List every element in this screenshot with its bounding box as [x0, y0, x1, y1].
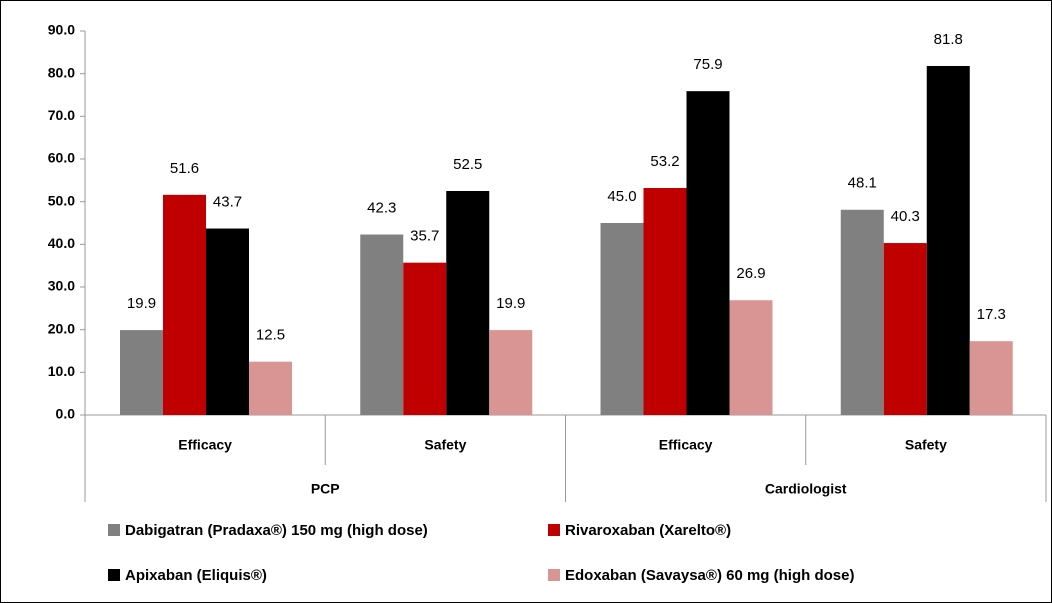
value-label: 12.5: [256, 327, 285, 344]
y-tick-label: 50.0: [48, 192, 75, 208]
value-label: 51.6: [170, 160, 199, 177]
bar: [729, 300, 773, 415]
y-tick-label: 30.0: [48, 278, 75, 294]
y-tick-label: 60.0: [48, 150, 75, 166]
bar: [926, 65, 970, 415]
value-label: 52.5: [453, 156, 482, 173]
y-tick-label: 90.0: [48, 22, 75, 38]
value-label: 42.3: [367, 199, 396, 216]
legend-label: Edoxaban (Savaysa®) 60 mg (high dose): [565, 567, 854, 584]
value-label: 81.8: [934, 31, 963, 48]
bar: [206, 228, 249, 415]
legend-swatch: [548, 524, 560, 536]
value-label: 19.9: [127, 295, 156, 312]
legend-label: Rivaroxaban (Xarelto®): [565, 522, 731, 539]
y-tick-label: 40.0: [48, 235, 75, 251]
legend-swatch: [108, 524, 120, 536]
value-label: 48.1: [848, 175, 877, 192]
y-tick-label: 70.0: [48, 107, 75, 123]
legend-swatch: [108, 569, 120, 581]
y-tick-label: 80.0: [48, 64, 75, 80]
x-tick-label: Efficacy: [659, 437, 713, 453]
legend-label: Dabigatran (Pradaxa®) 150 mg (high dose): [125, 522, 428, 539]
bar: [686, 91, 730, 415]
legend-label: Apixaban (Eliquis®): [125, 567, 267, 584]
bar: [446, 191, 490, 415]
x-tick-label: Safety: [905, 437, 947, 453]
value-label: 17.3: [977, 306, 1006, 323]
bar: [883, 243, 927, 415]
bar: [969, 341, 1013, 415]
group-label: Cardiologist: [765, 481, 847, 497]
value-label: 19.9: [496, 295, 525, 312]
value-label: 45.0: [607, 188, 636, 205]
y-tick-label: 10.0: [48, 363, 75, 379]
group-label: PCP: [311, 481, 340, 497]
value-label: 75.9: [693, 56, 722, 73]
bar: [163, 194, 206, 415]
value-label: 26.9: [736, 265, 765, 282]
bar: [120, 330, 163, 415]
bar: [360, 234, 404, 415]
legend-swatch: [548, 569, 560, 581]
y-tick-label: 0.0: [56, 406, 76, 422]
bar: [489, 330, 533, 415]
bar: [403, 262, 447, 415]
bar: [249, 361, 292, 415]
x-tick-label: Safety: [424, 437, 466, 453]
value-label: 53.2: [650, 153, 679, 170]
bar: [840, 209, 884, 415]
bar: [643, 188, 687, 415]
bar: [600, 223, 644, 415]
x-tick-label: Efficacy: [178, 437, 232, 453]
value-label: 35.7: [410, 228, 439, 245]
y-tick-label: 20.0: [48, 320, 75, 336]
value-label: 43.7: [213, 194, 242, 211]
value-label: 40.3: [891, 208, 920, 225]
